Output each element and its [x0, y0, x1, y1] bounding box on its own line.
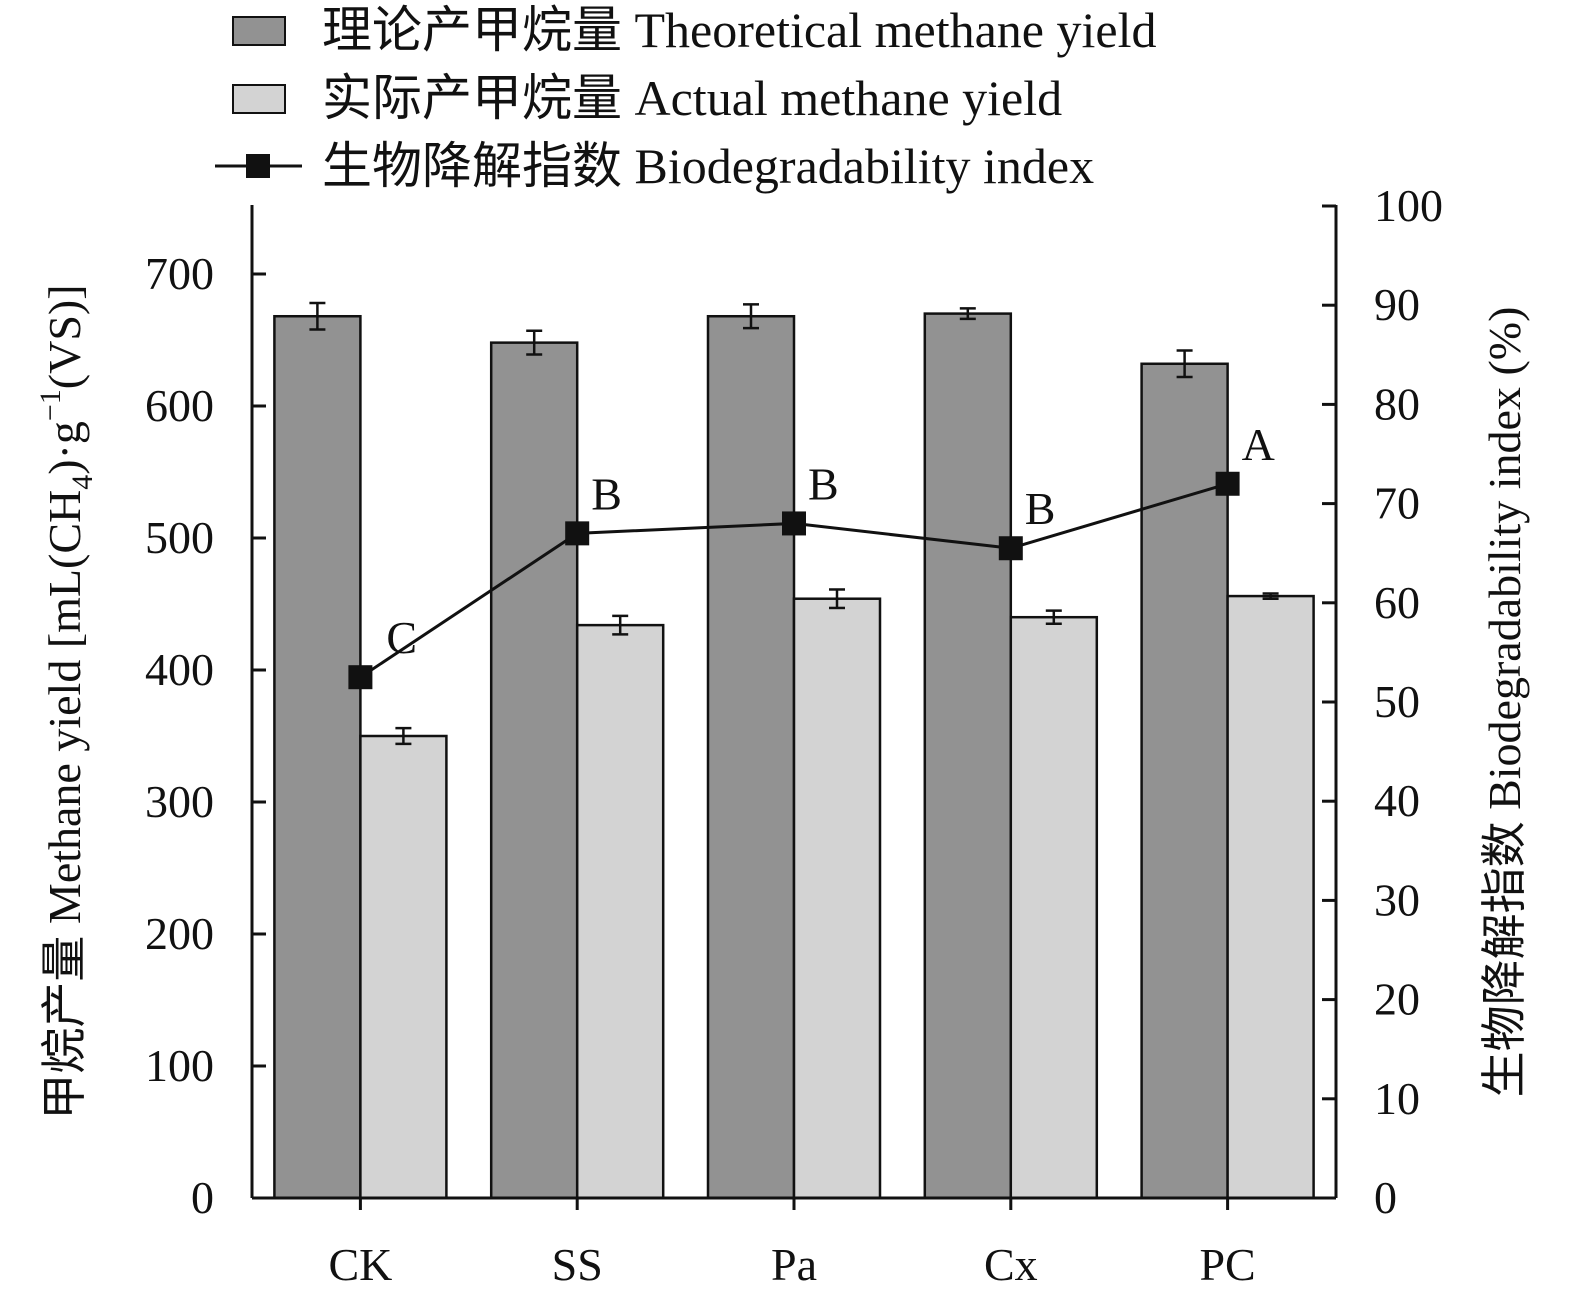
actual-bar-ck [359, 734, 448, 1200]
bars-layer [273, 312, 1315, 1200]
right-y-tick-label-40: 40 [1374, 775, 1420, 826]
theoretical-bar-pc [1140, 362, 1229, 1200]
right-y-tick-label-80: 80 [1374, 378, 1420, 429]
biodegradability-marker-ck [348, 665, 373, 690]
right-y-tick-label-50: 50 [1374, 676, 1420, 727]
theoretical-errorbar-ss [526, 329, 543, 356]
actual-errorbar-pa [829, 588, 845, 610]
left-y-tick-label-700: 700 [145, 248, 214, 299]
significance-label-pa: B [808, 458, 839, 509]
theoretical-bar-ss [489, 341, 579, 1200]
category-label-ss: SS [552, 1239, 603, 1290]
theoretical-errorbar-ck [309, 301, 326, 331]
theoretical-bar-cx [923, 312, 1013, 1200]
theoretical-errorbar-cx [959, 307, 976, 321]
right-y-tick-label-60: 60 [1374, 577, 1420, 628]
category-labels-layer: CK SS Pa Cx PC [328, 1239, 1255, 1290]
category-label-cx: Cx [984, 1239, 1038, 1290]
biodegradability-marker-pa [782, 511, 806, 536]
left-y-tick-label-500: 500 [145, 512, 214, 563]
actual-errorbar-ss [612, 614, 629, 636]
significance-label-cx: B [1025, 483, 1056, 534]
actual-errorbar-cx [1045, 609, 1062, 626]
category-label-ck: CK [328, 1239, 392, 1290]
legend-swatch-theoretical [232, 16, 286, 46]
legend-swatch-actual [232, 84, 286, 114]
category-label-pa: Pa [771, 1239, 817, 1290]
biodegradability-marker-pc [1215, 471, 1240, 496]
left-y-tick-label-400: 400 [145, 644, 214, 695]
actual-bar-pa [792, 597, 882, 1200]
significance-label-pc: A [1242, 419, 1275, 470]
actual-bar-cx [1009, 615, 1099, 1200]
ticks-layer: 0 100 200 300 400 500 600 700 0 10 20 30 40 50 60 70 80 9… [145, 180, 1443, 1223]
right-y-tick-label-20: 20 [1374, 974, 1420, 1025]
legend-marker-biodegradability [246, 154, 270, 178]
left-y-tick-label-600: 600 [145, 380, 214, 431]
category-label-pc: PC [1199, 1239, 1255, 1290]
legend-label-theoretical: 理论产甲烷量 Theoretical methane yield [322, 2, 1156, 58]
left-y-axis-title: 甲烷产量 Methane yield [mL(CH4)·g−1(VS)] [34, 284, 99, 1119]
left-y-tick-label-200: 200 [145, 908, 214, 959]
theoretical-bar-ck [273, 314, 362, 1200]
actual-errorbar-ck [395, 726, 412, 746]
legend-label-biodegradability: 生物降解指数 Biodegradability index [322, 138, 1094, 194]
right-y-axis-title: 生物降解指数 Biodegradability index (%) [1479, 307, 1530, 1098]
legend: 理论产甲烷量 Theoretical methane yield 实际产甲烷量 … [215, 2, 1156, 194]
right-y-tick-label-0: 0 [1374, 1172, 1397, 1223]
legend-label-actual: 实际产甲烷量 Actual methane yield [322, 70, 1062, 126]
significance-label-ck: C [386, 612, 417, 663]
left-y-tick-label-100: 100 [145, 1040, 214, 1091]
right-y-tick-label-10: 10 [1374, 1073, 1420, 1124]
error-bars-layer [309, 301, 1279, 746]
right-y-tick-label-90: 90 [1374, 279, 1420, 330]
actual-bar-ss [575, 623, 665, 1200]
biodegradability-line-layer: C B B B A [348, 419, 1275, 690]
biodegradability-marker-ss [565, 521, 590, 546]
left-y-tick-label-300: 300 [145, 776, 214, 827]
actual-errorbar-pc [1262, 592, 1279, 600]
right-y-tick-label-100: 100 [1374, 180, 1443, 231]
actual-bar-pc [1226, 594, 1315, 1200]
left-y-tick-label-0: 0 [191, 1172, 214, 1223]
biodegradability-marker-cx [998, 536, 1023, 561]
significance-label-ss: B [591, 468, 622, 519]
theoretical-errorbar-pc [1176, 349, 1193, 379]
theoretical-bar-pa [706, 314, 796, 1200]
right-y-tick-label-30: 30 [1374, 874, 1420, 925]
theoretical-errorbar-pa [743, 303, 759, 330]
right-y-tick-label-70: 70 [1374, 478, 1420, 529]
